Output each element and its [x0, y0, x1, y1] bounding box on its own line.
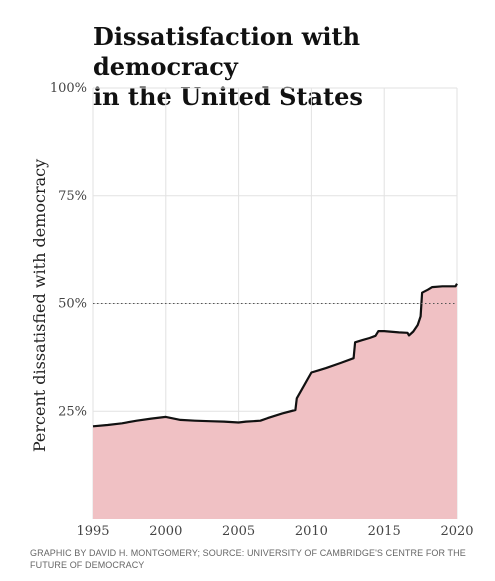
series-line [92, 283, 458, 428]
source-credit-line-2: FUTURE OF DEMOCRACY [30, 560, 145, 570]
source-credit: GRAPHIC BY DAVID H. MONTGOMERY; SOURCE: … [30, 547, 480, 571]
x-tick-label-2000: 2000 [149, 524, 182, 539]
tick-labels: 1995 2000 2005 2010 2015 2020 25% 50% 75% 100% [50, 81, 474, 539]
y-tick-label-25: 25% [58, 404, 87, 419]
y-tick-label-75: 75% [58, 189, 87, 204]
y-axis-label: Percent dissatisfied with democracy [30, 159, 49, 452]
chart-title: Dissatisfaction with democracy in the Un… [93, 22, 488, 112]
y-tick-label-50: 50% [58, 297, 87, 312]
y-tick-label-100: 100% [50, 81, 87, 96]
source-credit-line-1: GRAPHIC BY DAVID H. MONTGOMERY; SOURCE: … [30, 548, 466, 558]
series-area [93, 283, 457, 519]
x-tick-label-2015: 2015 [368, 524, 401, 539]
x-tick-label-1995: 1995 [76, 524, 109, 539]
x-tick-label-2020: 2020 [440, 524, 473, 539]
chart-title-line-1: Dissatisfaction with democracy [93, 22, 361, 81]
chart-title-line-2: in the United States [93, 82, 363, 111]
x-tick-label-2005: 2005 [222, 524, 255, 539]
x-tick-label-2010: 2010 [295, 524, 328, 539]
